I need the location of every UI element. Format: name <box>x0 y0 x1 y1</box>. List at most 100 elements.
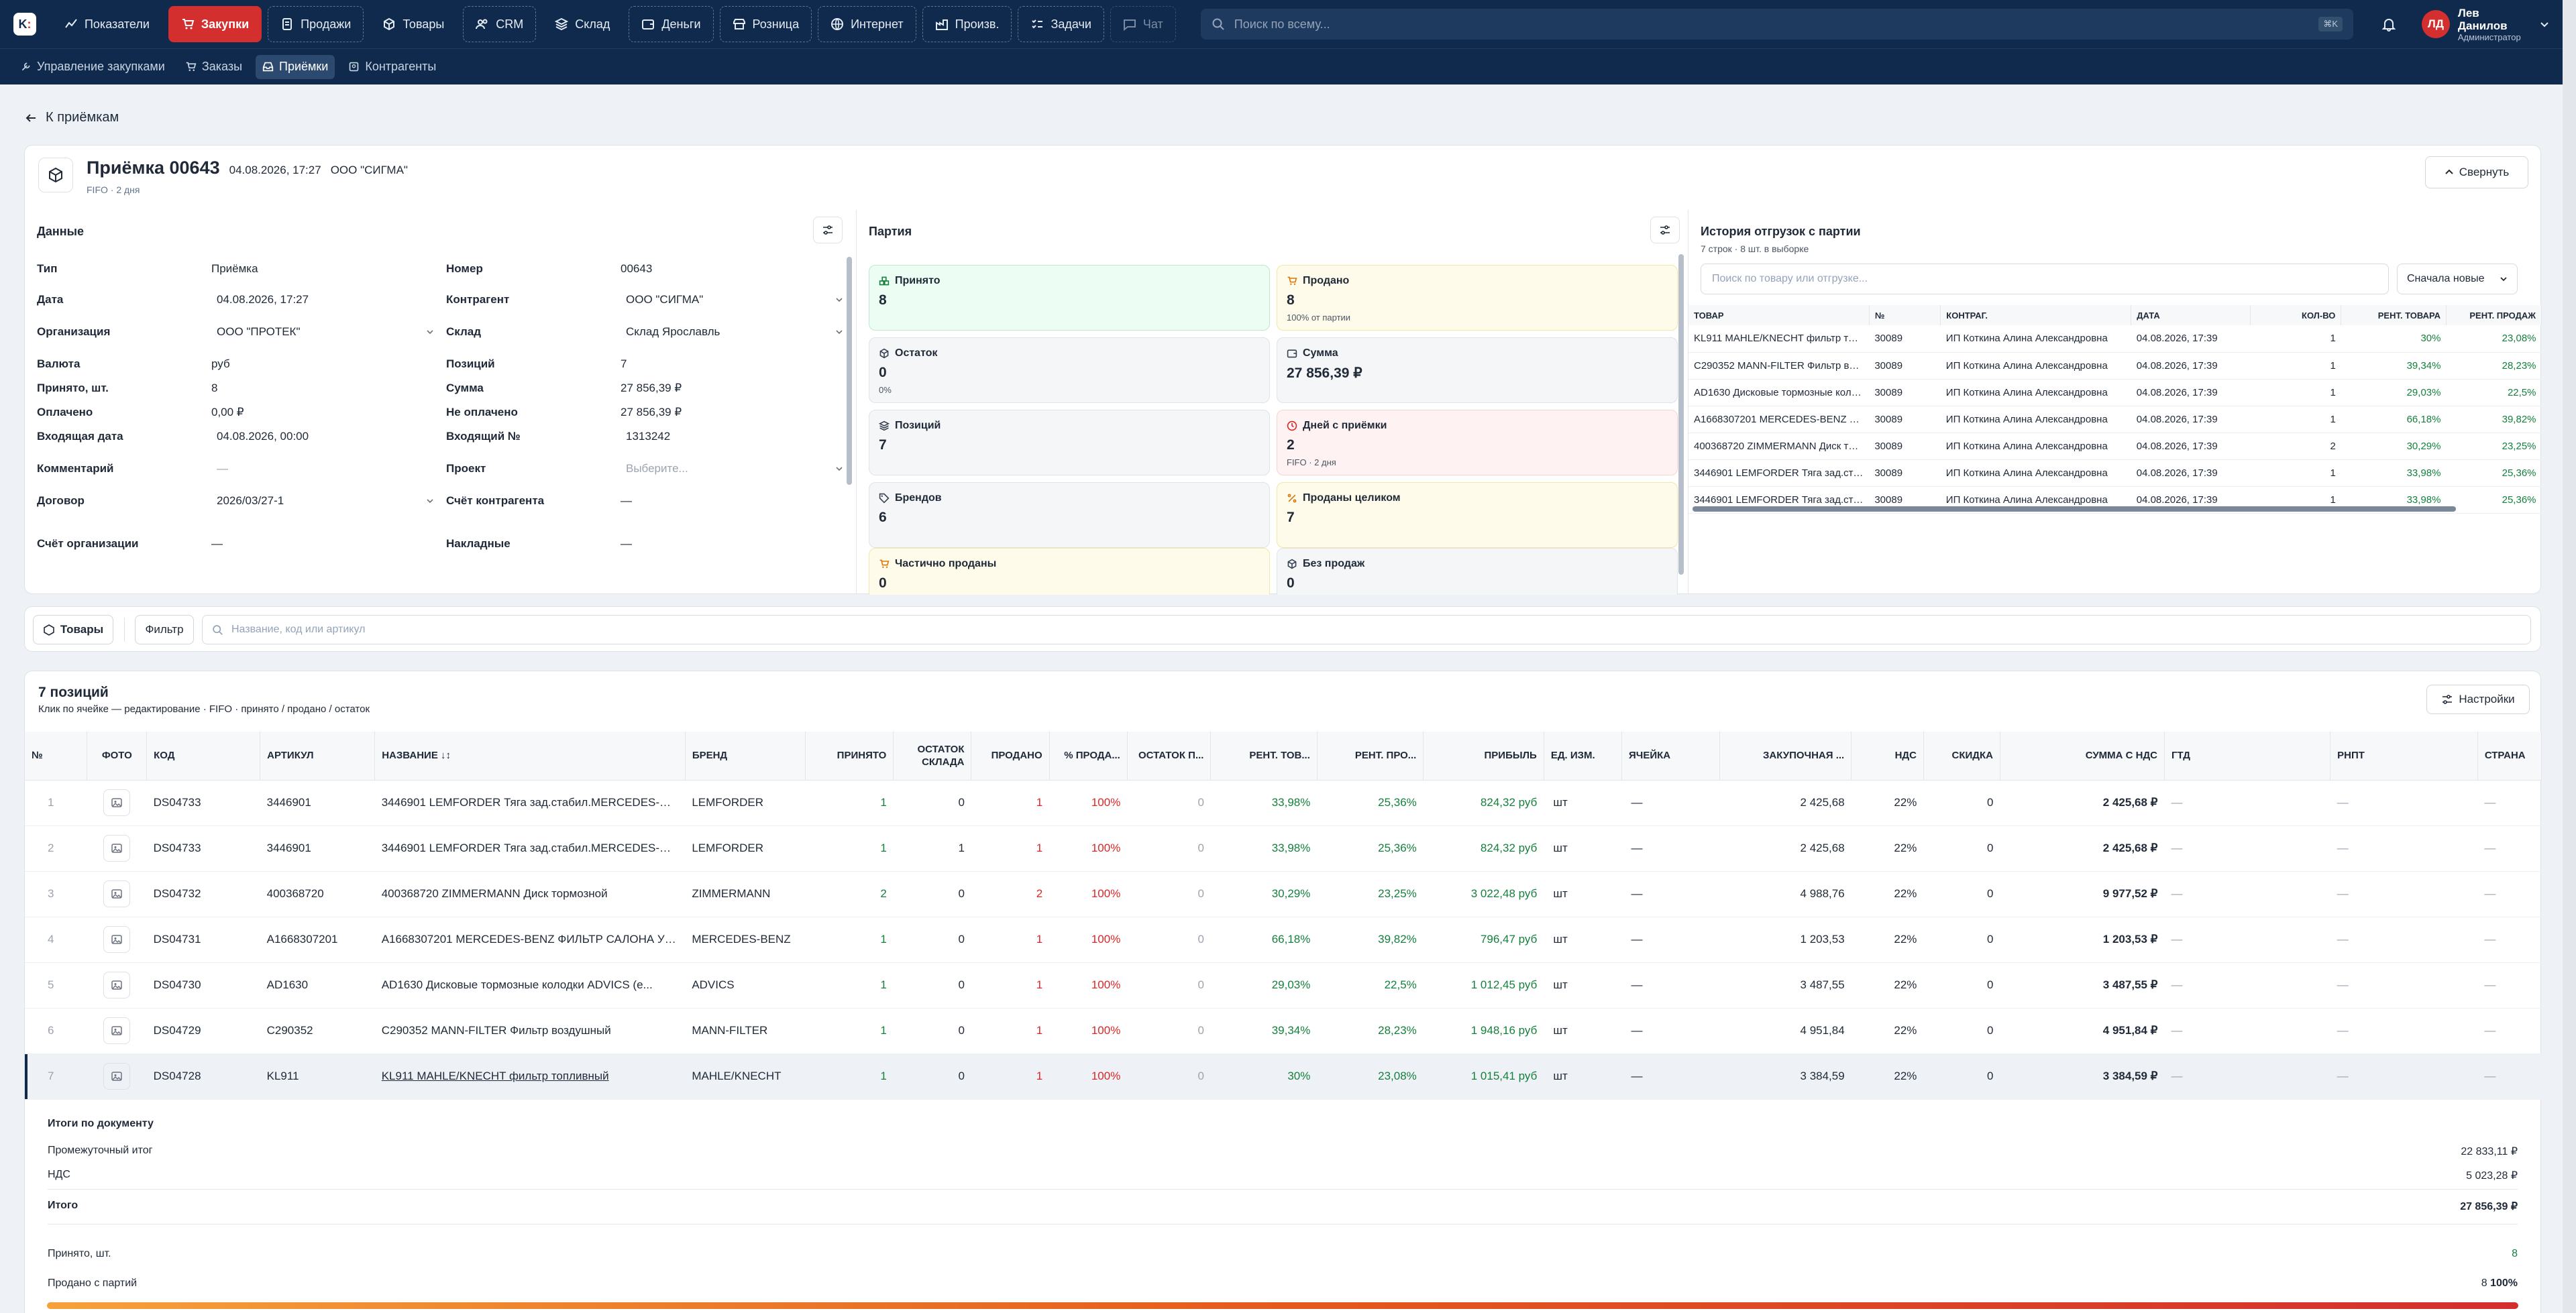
cell-rnpt[interactable]: — <box>2330 780 2478 826</box>
table-row[interactable]: 4 DS04731 A1668307201 A1668307201 MERCEDES-… <box>25 917 2542 963</box>
cell-acc[interactable]: 1 <box>805 1053 894 1100</box>
cell-unit[interactable]: шт <box>1544 780 1622 826</box>
history-col-1[interactable]: № <box>1869 305 1941 325</box>
cell-sold[interactable]: 1 <box>971 1008 1050 1054</box>
cell-unit[interactable]: шт <box>1544 825 1622 872</box>
cell-vat[interactable]: 22% <box>1851 871 1924 917</box>
cell-sum[interactable]: 4 951,84 ₽ <box>2000 1008 2165 1054</box>
cell-rt[interactable]: 29,03% <box>1210 962 1318 1009</box>
cell-sum[interactable]: 1 203,53 ₽ <box>2000 917 2165 963</box>
table-row[interactable]: 1 DS04733 3446901 3446901 LEMFORDER Тяга за… <box>25 780 2542 826</box>
nav-item-6[interactable]: Деньги <box>629 6 714 42</box>
table-row[interactable]: AD1630 Дисковые тормозные колодки 30089 ИП… <box>1688 379 2542 406</box>
cell-rest[interactable]: 0 <box>1127 1053 1211 1100</box>
cell-country[interactable]: — <box>2477 780 2542 826</box>
cell-code[interactable]: DS04729 <box>146 1008 260 1054</box>
cell-sum[interactable]: 2 425,68 ₽ <box>2000 825 2165 872</box>
cell-stock[interactable]: 0 <box>893 917 971 963</box>
cell-art[interactable]: 3446901 <box>260 825 375 872</box>
cell-gtd[interactable]: — <box>2164 1053 2330 1100</box>
cell-rp[interactable]: 22,5% <box>1317 962 1424 1009</box>
field-left-8[interactable]: Договор 2026/03/27-1 <box>37 494 439 508</box>
cell-cell[interactable]: — <box>1621 1053 1720 1100</box>
cell-gtd[interactable]: — <box>2164 962 2330 1009</box>
cell-gtd[interactable]: — <box>2164 780 2330 826</box>
field-left-6[interactable]: Входящая дата 04.08.2026, 00:00 <box>37 430 439 443</box>
cell-vat[interactable]: 22% <box>1851 1008 1924 1054</box>
table-row[interactable]: C290352 MANN-FILTER Фильтр воздушный3008… <box>1688 352 2542 380</box>
cell-profit[interactable]: 796,47 руб <box>1423 917 1544 963</box>
cell-brand[interactable]: ZIMMERMANN <box>685 871 806 917</box>
positions-col-8[interactable]: Продано <box>971 732 1050 781</box>
cell-name[interactable]: 3446901 LEMFORDER Тяга зад.стабил.MERCED… <box>374 825 686 872</box>
history-col-4[interactable]: Кол-во <box>2250 305 2342 325</box>
cell-profit[interactable]: 1 012,45 руб <box>1423 962 1544 1009</box>
positions-col-7[interactable]: Остаток склада <box>893 732 972 781</box>
history-sort-select[interactable]: Сначала новые <box>2397 264 2518 294</box>
cell-disc[interactable]: 0 <box>1923 871 2000 917</box>
cell-pct[interactable]: 100% <box>1049 1053 1128 1100</box>
cell-sum[interactable]: 3 384,59 ₽ <box>2000 1053 2165 1100</box>
cell-stock[interactable]: 0 <box>893 962 971 1009</box>
image-icon[interactable] <box>103 1063 131 1090</box>
cell-acc[interactable]: 1 <box>805 780 894 826</box>
cell-sold[interactable]: 2 <box>971 871 1050 917</box>
cell-rt[interactable]: 30% <box>1210 1053 1318 1100</box>
cell-rp[interactable]: 25,36% <box>1317 825 1424 872</box>
cell-code[interactable]: DS04731 <box>146 917 260 963</box>
cell-rest[interactable]: 0 <box>1127 780 1211 826</box>
cell-rest[interactable]: 0 <box>1127 1008 1211 1054</box>
cell-country[interactable]: — <box>2477 962 2542 1009</box>
table-row[interactable]: 6 DS04729 C290352 C290352 MANN-FILTER Фильт… <box>25 1008 2542 1054</box>
cell-vat[interactable]: 22% <box>1851 825 1924 872</box>
cell-profit[interactable]: 824,32 руб <box>1423 780 1544 826</box>
cell-acc[interactable]: 1 <box>805 1008 894 1054</box>
cell-sold[interactable]: 1 <box>971 962 1050 1009</box>
positions-col-1[interactable]: Фото <box>87 732 148 781</box>
field-left-7[interactable]: Комментарий — <box>37 462 439 475</box>
cell-rp[interactable]: 25,36% <box>1317 780 1424 826</box>
image-icon[interactable] <box>103 1017 131 1044</box>
cell-rp[interactable]: 28,23% <box>1317 1008 1424 1054</box>
table-row[interactable]: A1668307201 MERCEDES-BENZ ФИЛЬТР30089ИП … <box>1688 406 2542 433</box>
cell-art[interactable]: KL911 <box>260 1053 375 1100</box>
cell-acc[interactable]: 2 <box>805 871 894 917</box>
image-icon[interactable] <box>103 926 131 953</box>
cell-name[interactable]: AD1630 Дисковые тормозные колодки ADVICS… <box>374 962 686 1009</box>
cell-vat[interactable]: 22% <box>1851 780 1924 826</box>
cell-country[interactable]: — <box>2477 917 2542 963</box>
cell-rest[interactable]: 0 <box>1127 917 1211 963</box>
cell-acc[interactable]: 1 <box>805 917 894 963</box>
global-search[interactable]: Поиск по всему... ⌘K <box>1200 9 2353 40</box>
history-col-5[interactable]: Рент. товара <box>2341 305 2447 325</box>
cell-vat[interactable]: 22% <box>1851 962 1924 1009</box>
cell-code[interactable]: DS04733 <box>146 825 260 872</box>
cell-gtd[interactable]: — <box>2164 825 2330 872</box>
nav-item-5[interactable]: Склад <box>542 6 623 42</box>
cell-brand[interactable]: MANN-FILTER <box>685 1008 806 1054</box>
cell-pct[interactable]: 100% <box>1049 825 1128 872</box>
cell-rest[interactable]: 0 <box>1127 962 1211 1009</box>
cell-rnpt[interactable]: — <box>2330 871 2478 917</box>
cell-profit[interactable]: 1 948,16 руб <box>1423 1008 1544 1054</box>
nav-item-10[interactable]: Задачи <box>1018 6 1104 42</box>
field-left-1[interactable]: Дата 04.08.2026, 17:27 <box>37 293 439 306</box>
cell-cell[interactable]: — <box>1621 962 1720 1009</box>
cell-rp[interactable]: 39,82% <box>1317 917 1424 963</box>
positions-col-21[interactable]: РНПТ <box>2330 732 2478 781</box>
history-search-input[interactable]: Поиск по товару или отгрузке... <box>1701 264 2389 294</box>
table-row[interactable]: 7 DS04728 KL911 KL911 MAHLE/KNECHT фильтр т… <box>25 1053 2542 1100</box>
batch-scrollbar[interactable] <box>1678 254 1684 575</box>
cell-cell[interactable]: — <box>1621 1008 1720 1054</box>
cell-acc[interactable]: 1 <box>805 962 894 1009</box>
cell-price[interactable]: 4 988,76 <box>1719 871 1851 917</box>
nav-item-2[interactable]: Продажи <box>268 6 364 42</box>
positions-col-0[interactable]: № <box>25 732 88 781</box>
image-icon[interactable] <box>103 789 131 816</box>
goods-tab-button[interactable]: Товары <box>33 615 113 644</box>
history-horizontal-scrollbar[interactable] <box>1693 506 2456 512</box>
history-col-3[interactable]: Дата <box>2131 305 2251 325</box>
history-col-0[interactable]: Товар <box>1688 305 1870 325</box>
back-to-receipts-link[interactable]: К приёмкам <box>24 110 119 125</box>
history-col-6[interactable]: Рент. продаж <box>2446 305 2542 325</box>
